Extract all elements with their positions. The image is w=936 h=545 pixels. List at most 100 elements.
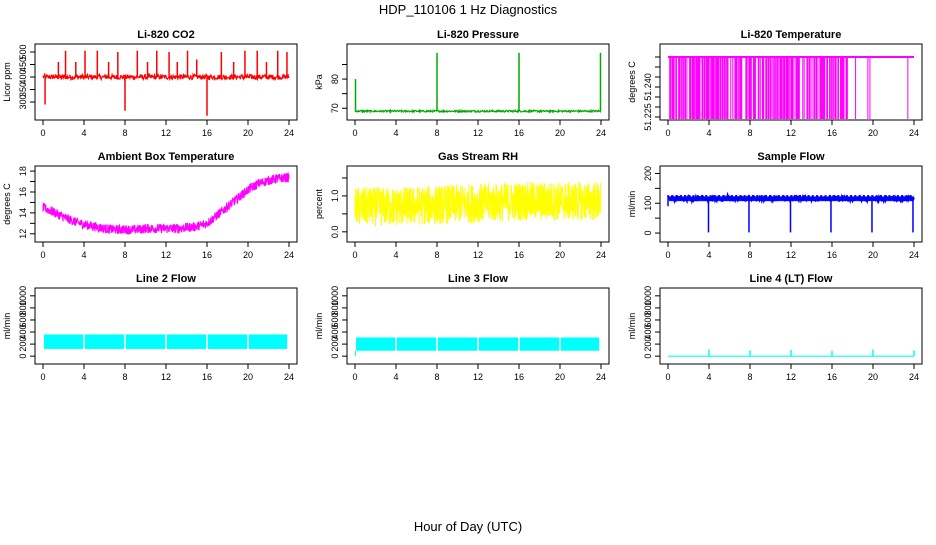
y-tick-label: 600	[330, 312, 340, 327]
series-group	[42, 50, 290, 116]
y-tick-label: 200	[330, 337, 340, 352]
x-tick-label: 12	[786, 372, 796, 382]
x-tick-label: 16	[514, 372, 524, 382]
y-tick-label: 1.0	[330, 190, 340, 203]
panel-title: Line 3 Flow	[448, 273, 508, 285]
y-tick-label: 80	[330, 74, 340, 84]
flow-band	[669, 196, 913, 202]
series-group	[42, 171, 290, 235]
x-tick-label: 4	[706, 372, 711, 382]
y-tick-label: 70	[330, 103, 340, 113]
panel-title: Ambient Box Temperature	[98, 151, 235, 163]
panel-title: Line 4 (LT) Flow	[750, 273, 833, 285]
x-tick-label: 4	[81, 372, 86, 382]
y-tick-label: 400	[643, 325, 653, 340]
y-tick-label: 600	[643, 312, 653, 327]
x-tick-label: 20	[243, 128, 253, 138]
x-tick-label: 24	[909, 250, 919, 260]
series-group	[668, 349, 915, 357]
y-axis-label: Licor ppm	[2, 62, 12, 102]
x-tick-label: 24	[909, 372, 919, 382]
series-group	[667, 191, 915, 233]
y-tick-label: 1000	[643, 286, 653, 306]
series-group	[354, 181, 602, 227]
panel-7: Line 3 Flow ml/min 0 4 8 12 16 20 24 0 20040060080…	[314, 273, 610, 382]
x-tick-label: 12	[473, 372, 483, 382]
y-axis-label: ml/min	[627, 191, 637, 218]
flow-segment	[560, 337, 600, 351]
panel-title: Li-820 CO2	[137, 29, 194, 41]
panel-title: Li-820 Temperature	[741, 29, 842, 41]
flow-segment	[396, 337, 437, 351]
x-tick-label: 16	[827, 128, 837, 138]
series-group	[354, 52, 602, 115]
y-tick-label: 51.240	[643, 73, 653, 101]
x-tick-label: 8	[747, 250, 752, 260]
x-tick-label: 12	[473, 128, 483, 138]
y-axis-label: degrees C	[2, 183, 12, 225]
flow-segment	[478, 337, 519, 351]
x-tick-label: 0	[40, 128, 45, 138]
flow-segment	[437, 337, 478, 351]
x-tick-label: 12	[786, 128, 796, 138]
y-tick-label: 0	[18, 354, 28, 359]
y-tick-label: 800	[18, 300, 28, 315]
series-group	[44, 334, 288, 349]
y-axis-label: kPa	[314, 74, 324, 90]
x-tick-label: 4	[81, 128, 86, 138]
x-tick-label: 12	[161, 250, 171, 260]
x-tick-label: 4	[706, 128, 711, 138]
y-tick-label: 51.225	[643, 103, 653, 131]
y-tick-label: 1000	[330, 286, 340, 306]
x-tick-label: 4	[706, 250, 711, 260]
x-tick-label: 4	[81, 250, 86, 260]
x-tick-label: 0	[665, 372, 670, 382]
y-tick-label: 200	[643, 166, 653, 181]
x-tick-label: 8	[122, 250, 127, 260]
y-tick-label: 400	[18, 69, 28, 84]
x-tick-label: 16	[202, 128, 212, 138]
x-tick-label: 16	[514, 128, 524, 138]
panel-3: Ambient Box Temperature degrees C 0 4 8 12 16 2…	[2, 151, 298, 260]
plot-frame	[34, 287, 298, 365]
y-tick-label: 14	[18, 208, 28, 218]
x-tick-label: 24	[284, 250, 294, 260]
y-tick-label: 0	[643, 231, 653, 236]
x-tick-label: 0	[352, 250, 357, 260]
panel-title: Gas Stream RH	[438, 151, 518, 163]
panel-8: Line 4 (LT) Flow ml/min 0 4 8 12 16 20 24 0 200400…	[627, 273, 923, 382]
y-tick-label: 18	[18, 166, 28, 176]
x-tick-label: 24	[284, 372, 294, 382]
y-tick-label: 100	[643, 196, 653, 211]
flow-segment	[207, 334, 248, 349]
panel-1: Li-820 Pressure kPa 0 4 8 12 16 20 24 70 80	[314, 29, 610, 138]
y-axis-label: percent	[314, 188, 324, 219]
y-tick-label: 0	[643, 354, 653, 359]
y-tick-label: 300	[18, 94, 28, 109]
panel-2: Li-820 Temperature degrees C 0 4 8 12 16 20 24 51…	[627, 29, 923, 138]
x-tick-label: 20	[868, 372, 878, 382]
x-tick-label: 8	[747, 128, 752, 138]
figure-xlabel: Hour of Day (UTC)	[414, 519, 522, 534]
x-tick-label: 8	[122, 372, 127, 382]
x-tick-label: 8	[747, 372, 752, 382]
x-tick-label: 20	[555, 128, 565, 138]
series-band	[354, 181, 602, 227]
flow-segment	[84, 334, 125, 349]
x-tick-label: 20	[243, 250, 253, 260]
y-tick-label: 800	[643, 300, 653, 315]
x-tick-label: 24	[596, 372, 606, 382]
x-tick-label: 0	[665, 250, 670, 260]
x-tick-label: 0	[40, 372, 45, 382]
x-tick-label: 0	[352, 128, 357, 138]
flow-segment	[356, 337, 396, 351]
x-tick-label: 8	[434, 250, 439, 260]
y-axis-label: ml/min	[2, 313, 12, 340]
x-tick-label: 16	[202, 372, 212, 382]
y-tick-label: 800	[330, 300, 340, 315]
x-tick-label: 4	[393, 128, 398, 138]
x-tick-label: 4	[393, 372, 398, 382]
